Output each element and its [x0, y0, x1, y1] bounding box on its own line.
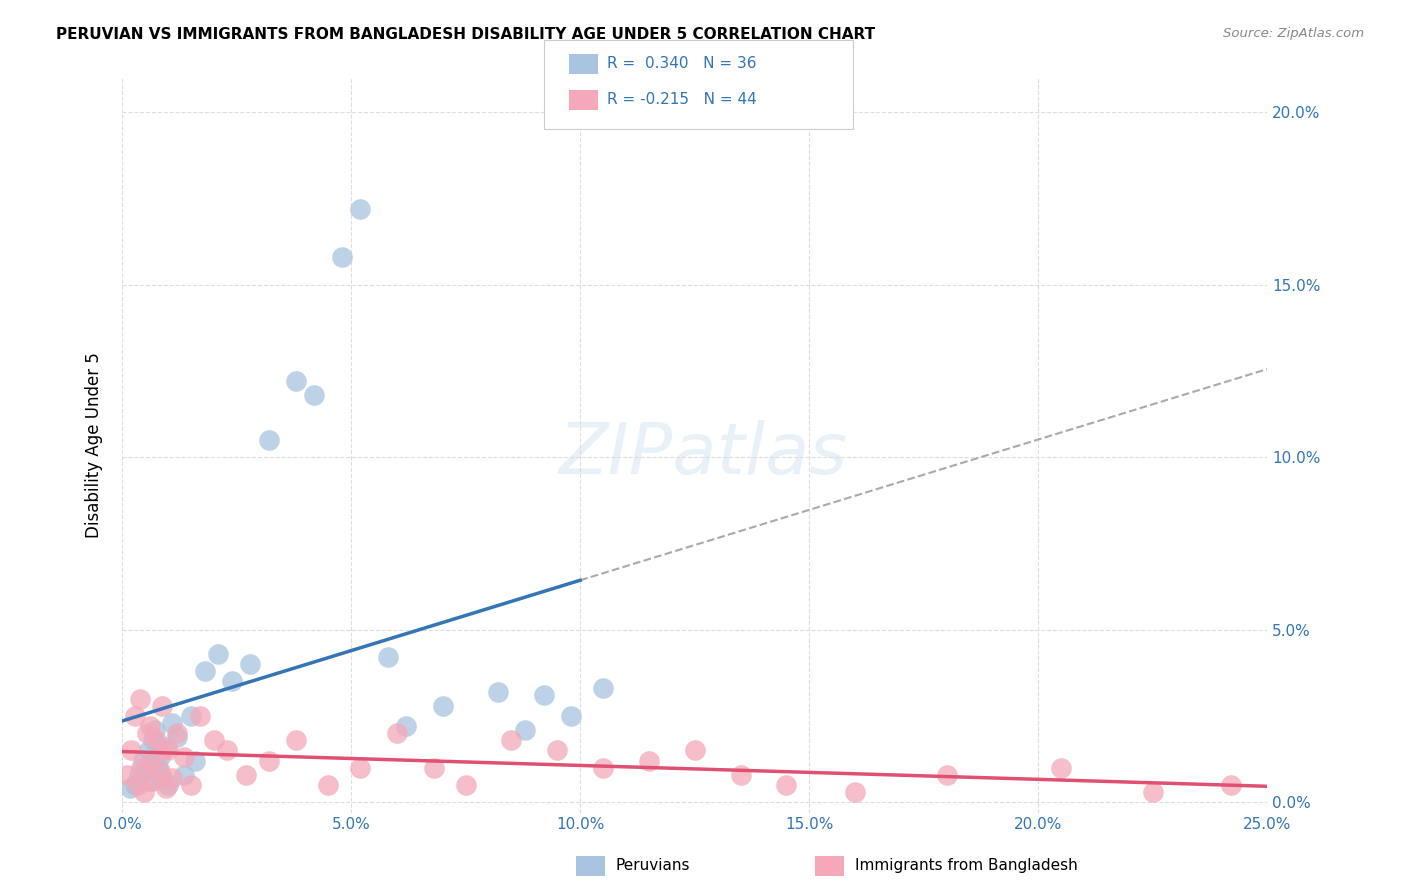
Point: [304, 388, 326, 402]
Point: [142, 733, 165, 747]
Point: [207, 647, 229, 661]
Point: [156, 778, 179, 792]
Point: [235, 767, 257, 781]
Point: [124, 778, 146, 792]
Point: [139, 754, 162, 768]
Point: [730, 767, 752, 781]
Point: [638, 754, 661, 768]
Point: [180, 778, 202, 792]
Point: [385, 726, 408, 740]
Point: [129, 761, 152, 775]
Point: [188, 709, 211, 723]
Point: [221, 674, 243, 689]
Point: [486, 685, 509, 699]
Point: [120, 743, 142, 757]
Point: [501, 733, 523, 747]
Point: [683, 743, 706, 757]
Point: [935, 767, 957, 781]
Point: [173, 750, 195, 764]
Text: Source: ZipAtlas.com: Source: ZipAtlas.com: [1223, 27, 1364, 40]
Point: [422, 761, 444, 775]
Point: [115, 767, 138, 781]
Point: [844, 785, 866, 799]
Point: [316, 778, 339, 792]
Point: [454, 778, 477, 792]
Point: [150, 698, 173, 713]
Point: [533, 688, 555, 702]
Point: [349, 202, 371, 216]
Point: [139, 774, 162, 789]
Text: ZIPatlas: ZIPatlas: [558, 420, 848, 490]
Point: [135, 764, 157, 778]
Point: [395, 719, 418, 733]
Point: [1050, 761, 1073, 775]
Point: [515, 723, 537, 737]
Point: [156, 743, 179, 757]
Point: [162, 771, 184, 785]
Y-axis label: Disability Age Under 5: Disability Age Under 5: [86, 352, 103, 538]
Point: [142, 774, 165, 789]
Point: [173, 767, 195, 781]
Point: [155, 781, 177, 796]
Point: [592, 681, 614, 696]
Point: [152, 743, 174, 757]
Point: [775, 778, 797, 792]
Point: [184, 754, 207, 768]
Point: [143, 723, 166, 737]
Point: [149, 764, 172, 778]
Point: [377, 650, 399, 665]
Point: [285, 374, 308, 388]
Point: [546, 743, 568, 757]
Point: [166, 726, 188, 740]
Point: [162, 715, 184, 730]
Point: [166, 730, 188, 744]
Point: [257, 754, 280, 768]
Text: Immigrants from Bangladesh: Immigrants from Bangladesh: [855, 858, 1077, 872]
Point: [285, 733, 308, 747]
Point: [349, 761, 371, 775]
Point: [239, 657, 262, 672]
Point: [1219, 778, 1241, 792]
Point: [202, 733, 225, 747]
Point: [127, 778, 149, 792]
Point: [146, 761, 169, 775]
Point: [432, 698, 454, 713]
Point: [180, 709, 202, 723]
Point: [155, 739, 177, 754]
Point: [138, 743, 160, 757]
Point: [560, 709, 582, 723]
Point: [217, 743, 239, 757]
Point: [131, 754, 153, 768]
Text: Peruvians: Peruvians: [616, 858, 690, 872]
Point: [136, 726, 159, 740]
Point: [120, 781, 142, 796]
Point: [257, 433, 280, 447]
Point: [1142, 785, 1164, 799]
Point: [124, 709, 146, 723]
Point: [138, 719, 160, 733]
Point: [132, 785, 155, 799]
Text: PERUVIAN VS IMMIGRANTS FROM BANGLADESH DISABILITY AGE UNDER 5 CORRELATION CHART: PERUVIAN VS IMMIGRANTS FROM BANGLADESH D…: [56, 27, 876, 42]
Point: [592, 761, 614, 775]
Point: [128, 767, 150, 781]
Point: [150, 771, 173, 785]
Point: [129, 691, 152, 706]
Point: [193, 664, 215, 678]
Point: [149, 750, 172, 764]
Point: [330, 250, 353, 264]
Text: R = -0.215   N = 44: R = -0.215 N = 44: [607, 92, 758, 106]
Point: [145, 733, 167, 747]
Text: R =  0.340   N = 36: R = 0.340 N = 36: [607, 56, 756, 70]
